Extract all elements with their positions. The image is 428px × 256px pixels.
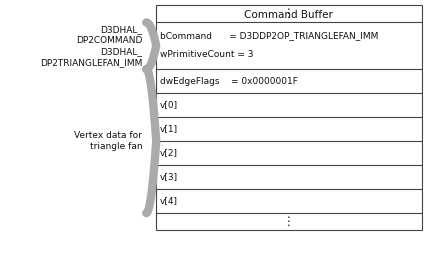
Text: v[3]: v[3] [160, 173, 178, 182]
Text: v[1]: v[1] [160, 125, 178, 134]
Text: dwEdgeFlags    = 0x0000001F: dwEdgeFlags = 0x0000001F [160, 77, 298, 86]
Text: Vertex data for
triangle fan: Vertex data for triangle fan [74, 131, 142, 151]
Text: Command Buffer: Command Buffer [244, 10, 333, 20]
Text: ⋮: ⋮ [283, 7, 295, 20]
Text: v[4]: v[4] [160, 197, 178, 206]
Text: v[2]: v[2] [160, 148, 178, 158]
Text: v[0]: v[0] [160, 101, 178, 110]
Bar [156, 5, 422, 230]
Text: bCommand      = D3DDP2OP_TRIANGLEFAN_IMM: bCommand = D3DDP2OP_TRIANGLEFAN_IMM [160, 31, 379, 40]
Text: D3DHAL_
DP2COMMAND
D3DHAL_
DP2TRIANGLEFAN_IMM: D3DHAL_ DP2COMMAND D3DHAL_ DP2TRIANGLEFA… [40, 25, 142, 67]
Text: wPrimitiveCount = 3: wPrimitiveCount = 3 [160, 50, 254, 59]
Text: ⋮: ⋮ [283, 215, 295, 228]
